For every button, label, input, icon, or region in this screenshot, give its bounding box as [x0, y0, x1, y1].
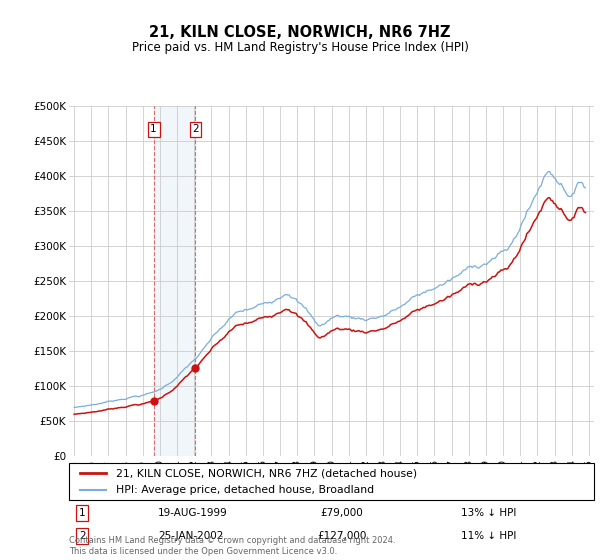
Text: 1: 1: [150, 124, 157, 134]
Text: 21, KILN CLOSE, NORWICH, NR6 7HZ: 21, KILN CLOSE, NORWICH, NR6 7HZ: [149, 25, 451, 40]
Text: 21, KILN CLOSE, NORWICH, NR6 7HZ (detached house): 21, KILN CLOSE, NORWICH, NR6 7HZ (detach…: [116, 468, 418, 478]
Text: £127,000: £127,000: [317, 531, 367, 541]
Text: Price paid vs. HM Land Registry's House Price Index (HPI): Price paid vs. HM Land Registry's House …: [131, 40, 469, 54]
Text: 11% ↓ HPI: 11% ↓ HPI: [461, 531, 517, 541]
Text: 13% ↓ HPI: 13% ↓ HPI: [461, 508, 517, 518]
Text: 19-AUG-1999: 19-AUG-1999: [158, 508, 228, 518]
Bar: [154, 106, 196, 456]
Text: 2: 2: [79, 531, 85, 541]
Text: HPI: Average price, detached house, Broadland: HPI: Average price, detached house, Broa…: [116, 486, 374, 496]
Text: £79,000: £79,000: [320, 508, 364, 518]
Text: Contains HM Land Registry data © Crown copyright and database right 2024.
This d: Contains HM Land Registry data © Crown c…: [69, 536, 395, 556]
Text: 1: 1: [79, 508, 85, 518]
Text: 25-JAN-2002: 25-JAN-2002: [158, 531, 224, 541]
Text: 2: 2: [192, 124, 199, 134]
